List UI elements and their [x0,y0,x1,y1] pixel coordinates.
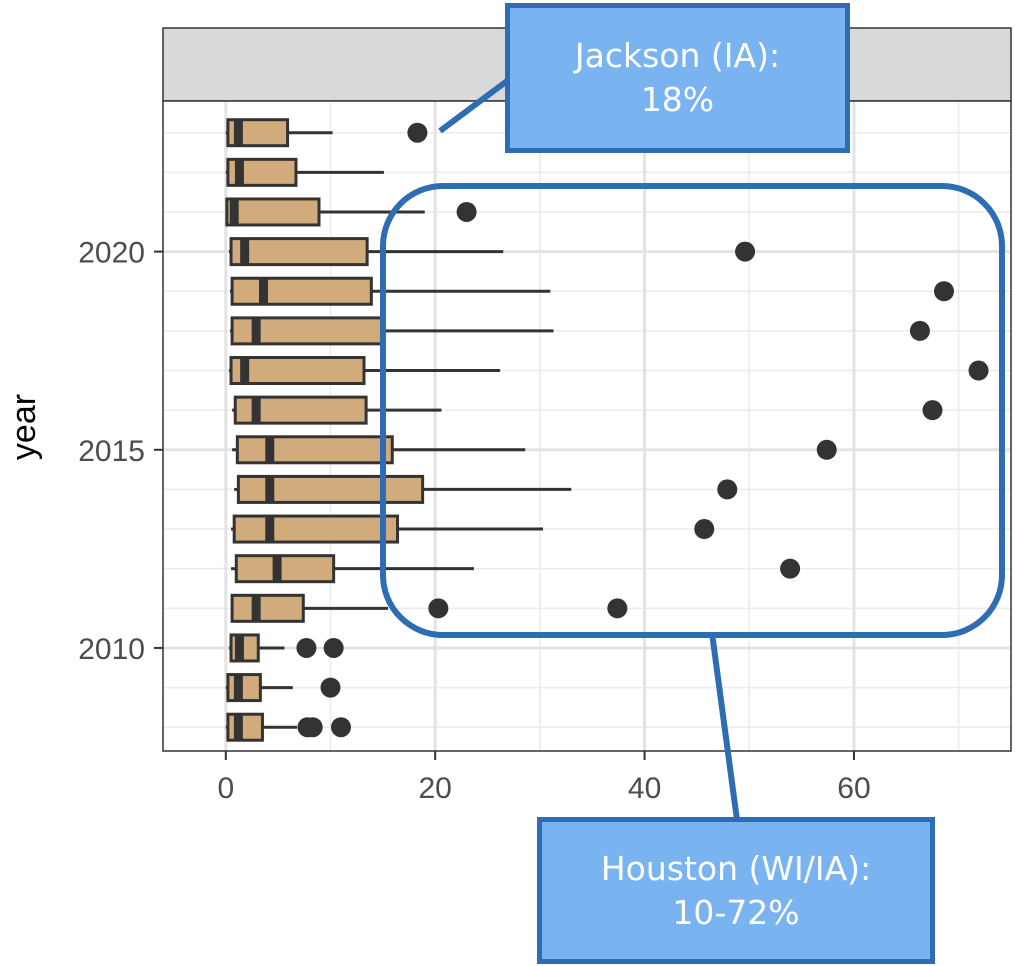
box-2010 [228,633,344,663]
box-2014 [234,474,738,504]
outlier-point [330,717,351,738]
box-2022 [225,157,384,187]
outlier-point [968,360,989,381]
outlier-point [735,241,756,262]
box-2009 [225,673,341,703]
x-tick-label: 20 [419,772,452,805]
outlier-point [296,637,317,658]
box-iqr [226,673,262,703]
outlier-point [922,400,943,421]
houston-callout-line2: 10-72% [672,892,800,932]
boxes [225,118,989,742]
box-2017 [228,356,989,386]
jackson-callout-line2: 18% [640,80,715,119]
box-2016 [232,395,943,425]
houston-callout: Houston (WI/IA): 10-72% [537,817,935,964]
outlier-point [407,122,428,143]
y-tick-label: 2020 [78,237,145,270]
outlier-point [320,677,341,698]
box-2021 [225,197,477,227]
y-tick-label: 2015 [78,435,145,468]
box-iqr [225,197,321,227]
outlier-point [694,519,715,540]
box-iqr [230,276,373,306]
houston-highlight-box [380,183,1005,638]
y-axis-title: year [5,394,43,460]
box-2023 [225,118,428,148]
houston-callout-line [709,632,740,821]
jackson-callout-line [438,78,509,134]
outlier-point [933,281,954,302]
box-iqr [234,554,336,584]
box-2020 [228,237,756,267]
y-tick-label: 2010 [78,633,145,666]
x-tick-label: 40 [628,772,661,805]
box-2019 [230,276,954,306]
box-2008 [225,712,351,742]
outlier-point [428,598,449,619]
outlier-point [302,717,323,738]
outlier-point [909,320,930,341]
box-iqr [230,593,305,623]
outlier-point [717,479,738,500]
x-tick-label: 60 [837,772,870,805]
box-iqr [229,237,369,267]
houston-callout-line1: Houston (WI/IA): [600,848,872,888]
box-iqr [232,514,400,544]
outlier-point [780,558,801,579]
jackson-callout: Jackson (IA): 18% [505,3,850,153]
x-tick-label: 0 [217,772,234,805]
outlier-point [607,598,628,619]
outlier-point [816,439,837,460]
box-2013 [231,514,715,544]
box-2015 [232,435,837,465]
box-iqr [226,712,264,742]
axes: 0 20 40 60 2010 2015 2020 [78,237,870,805]
box-iqr [235,435,394,465]
box-iqr [229,356,366,386]
callout-lines [380,78,1005,821]
box-2011 [230,593,628,623]
jackson-callout-line1: Jackson (IA): [574,36,781,75]
outlier-point [323,637,344,658]
box-2018 [230,316,930,346]
box-2012 [231,554,801,584]
outlier-point [456,201,477,222]
